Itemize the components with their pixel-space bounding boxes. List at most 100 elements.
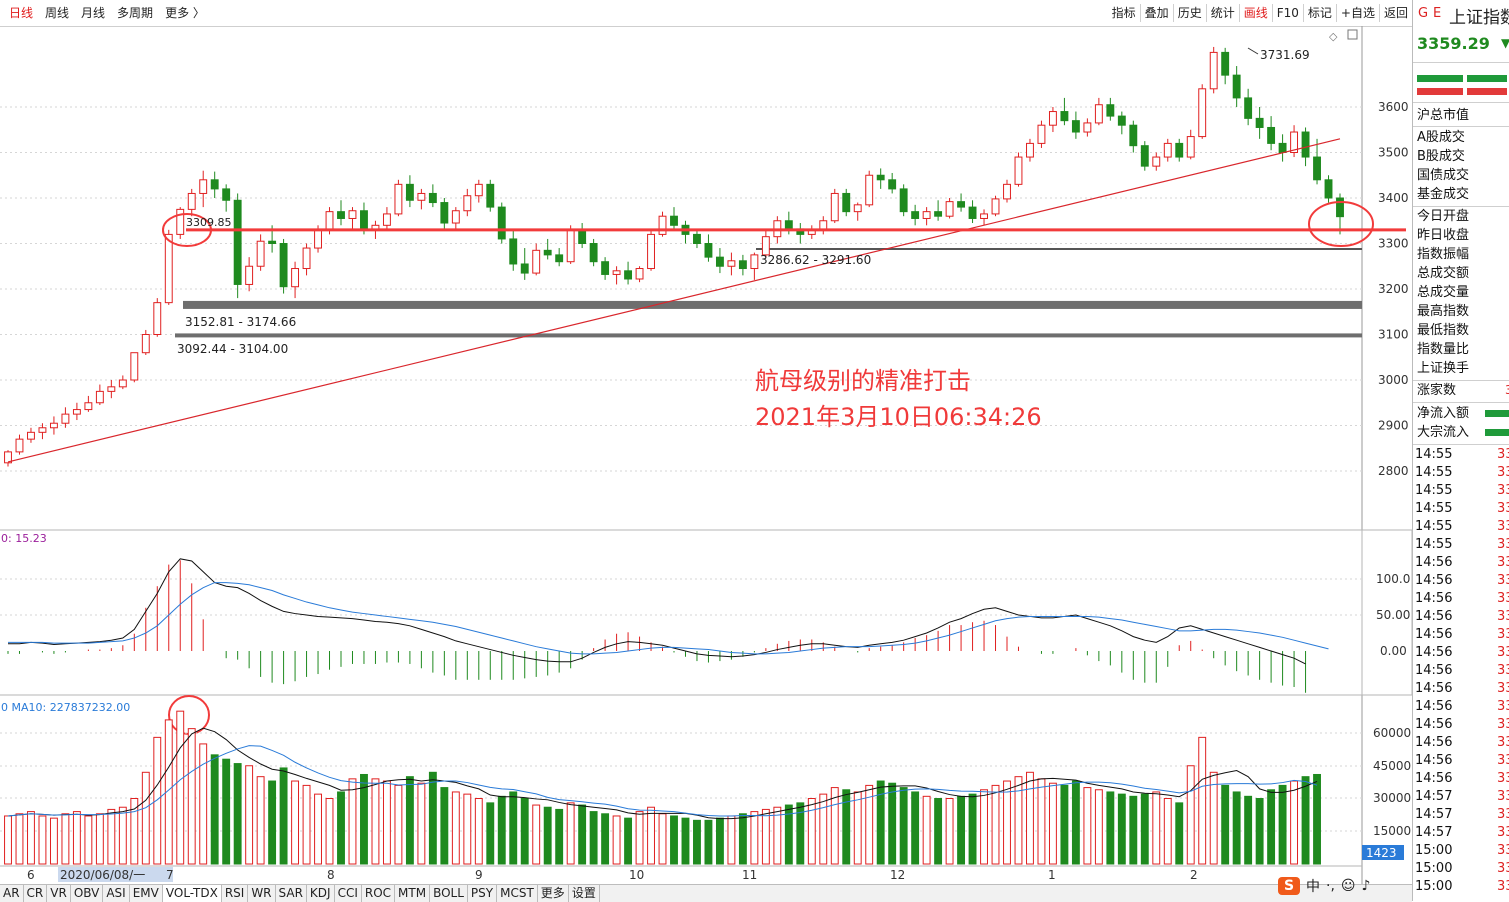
statistics-button[interactable]: 统计 (1205, 4, 1239, 22)
maximize-icon[interactable] (1347, 29, 1358, 40)
annotation-timestamp: 2021年3月10日06:34:26 (755, 403, 1042, 431)
quote-sidebar: G E 上证指数 3359.29 ▼ 沪总市值 A股成交 B股成交 国债成交 基… (1412, 0, 1509, 901)
tick-time: 14:56 (1415, 681, 1453, 696)
volume-bar (1278, 784, 1287, 865)
price-tick: 2900 (1378, 419, 1409, 433)
volume-bar (1267, 789, 1276, 865)
g-icon[interactable]: G (1418, 6, 1429, 21)
candle-body (84, 402, 93, 411)
tab-roc[interactable]: ROC (362, 885, 396, 902)
tick-price: 33 (1497, 771, 1509, 786)
tab-boll[interactable]: BOLL (430, 885, 468, 902)
tab-more-indicators[interactable]: 更多 (538, 885, 569, 902)
candle-body (1106, 104, 1115, 117)
time-tick: 10 (629, 868, 644, 882)
tab-wr[interactable]: WR (248, 885, 276, 902)
tab-rsi[interactable]: RSI (222, 885, 249, 902)
tab-multi-period[interactable]: 多周期 (117, 6, 154, 20)
back-button[interactable]: 返回 (1378, 4, 1412, 22)
candle-body (693, 233, 701, 244)
tab-sar[interactable]: SAR (276, 885, 307, 902)
block-inflow-label: 大宗流入 (1417, 425, 1470, 440)
candle-body (1083, 122, 1092, 133)
candle-body (1094, 104, 1103, 124)
candle-body (980, 213, 988, 219)
volume-bar (1152, 791, 1161, 865)
candle-body (1037, 124, 1046, 144)
annotation-text: 航母级别的精准打击 (755, 367, 971, 395)
overlay-button[interactable]: 叠加 (1139, 4, 1173, 22)
candle-body (1221, 51, 1230, 76)
tick-price: 33 (1497, 483, 1509, 498)
tab-obv[interactable]: OBV (71, 885, 104, 902)
tick-time: 14:56 (1415, 645, 1453, 660)
volume-bar (1163, 798, 1172, 865)
tab-psy[interactable]: PSY (468, 885, 498, 902)
mark-price-label: 3309.85 (186, 216, 232, 229)
indicator-button[interactable]: 指标 (1111, 6, 1136, 20)
volume-bar (417, 782, 426, 865)
add-watchlist-button[interactable]: +自选 (1335, 4, 1379, 22)
volume-bar (107, 808, 116, 865)
tab-ar[interactable]: AR (0, 885, 24, 902)
tab-daily[interactable]: 日线 (9, 6, 34, 20)
punctuation-icon[interactable]: ·, (1326, 878, 1335, 894)
volume-bar (268, 780, 277, 865)
volume-bar (830, 787, 839, 865)
tab-vol-tdx[interactable]: VOL-TDX (162, 885, 222, 902)
candle-body (337, 211, 345, 219)
tab-vr[interactable]: VR (47, 885, 71, 902)
tab-cci[interactable]: CCI (335, 885, 362, 902)
tick-price: 33 (1497, 465, 1509, 480)
index-price: 3359.29 (1417, 34, 1490, 53)
tab-monthly[interactable]: 月线 (81, 6, 106, 20)
macd-tick: 0.00 (1380, 644, 1407, 658)
candle-body (727, 260, 736, 267)
kline-chart-area[interactable]: 3600 3500 3400 3300 3200 3100 3000 2900 … (0, 26, 1412, 884)
tab-settings[interactable]: 设置 (569, 885, 600, 902)
sogou-icon[interactable]: S (1278, 877, 1300, 895)
volume-bar (1014, 776, 1023, 865)
volume-bar (865, 784, 874, 865)
candle-body (1209, 51, 1218, 90)
tab-weekly[interactable]: 周线 (45, 6, 70, 20)
flow-bar (1485, 410, 1509, 417)
volume-bar (727, 815, 736, 865)
history-button[interactable]: 历史 (1172, 4, 1206, 22)
candle-body (1301, 131, 1310, 158)
volume-bars (4, 710, 1321, 865)
volume-bar (934, 798, 943, 865)
tab-mtm[interactable]: MTM (395, 885, 431, 902)
tab-cr[interactable]: CR (24, 885, 48, 902)
emoji-icon[interactable]: ☺ (1340, 878, 1356, 894)
price-tick: 3100 (1378, 328, 1409, 342)
time-tick: 7 (166, 868, 174, 882)
f10-button[interactable]: F10 (1271, 4, 1303, 22)
candle-body (245, 265, 254, 285)
volume-bar (15, 813, 24, 865)
tab-kdj[interactable]: KDJ (307, 885, 335, 902)
tab-asi[interactable]: ASI (103, 885, 130, 902)
diamond-icon[interactable]: ◇ (1329, 30, 1338, 43)
volume-bar (360, 773, 368, 865)
ime-toolbar: S 中 ·, ☺ ♪ (1278, 874, 1412, 898)
candle-body (1071, 120, 1080, 133)
candle-body (520, 263, 529, 274)
tick-price: 33 (1497, 699, 1509, 714)
microphone-icon[interactable]: ♪ (1361, 878, 1371, 894)
tab-more[interactable]: 更多 〉 (165, 6, 205, 20)
tick-time: 14:56 (1415, 663, 1453, 678)
tab-emv[interactable]: EMV (130, 885, 163, 902)
volume-bar (1129, 795, 1138, 865)
candle-body (72, 409, 81, 415)
candle-body (118, 379, 127, 388)
volume-bar (876, 780, 885, 865)
volume-bar (486, 802, 495, 865)
volume-bar (957, 795, 966, 865)
tab-mcst[interactable]: MCST (497, 885, 538, 902)
mark-button[interactable]: 标记 (1302, 4, 1336, 22)
volume-bar (601, 813, 610, 865)
chinese-mode-icon[interactable]: 中 (1306, 879, 1320, 895)
stat-label: 指数量比 (1417, 342, 1470, 357)
draw-line-button[interactable]: 画线 (1238, 4, 1272, 22)
